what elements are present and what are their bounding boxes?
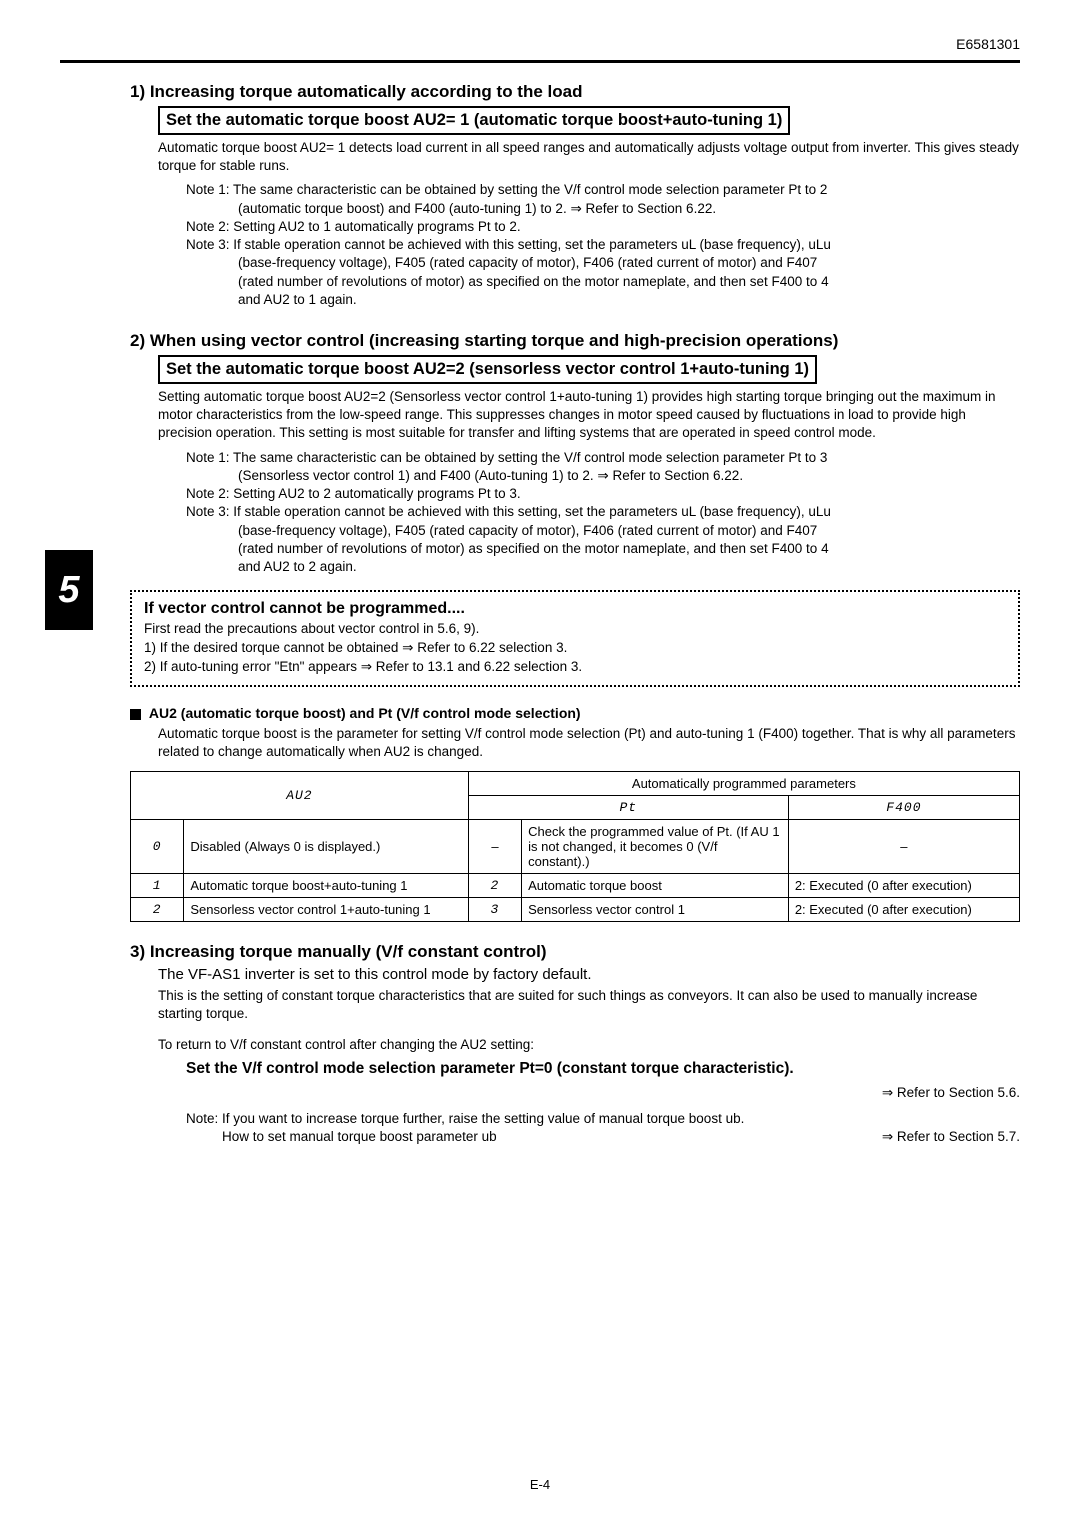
s1-n3a: Note 3: If stable operation cannot be ac… [186,236,1020,254]
s3-note2-wrap: How to set manual torque boost parameter… [186,1128,1020,1146]
s3-note1: Note: If you want to increase torque fur… [186,1110,1020,1128]
s2-n3b: (base-frequency voltage), F405 (rated ca… [238,522,1020,540]
cell-r1-b: Automatic torque boost+auto-tuning 1 [184,874,468,898]
th-f400: F400 [788,796,1019,820]
param-table: AU2 Automatically programmed parameters … [130,771,1020,922]
s1-n1a: Note 1: The same characteristic can be o… [186,181,1020,199]
s1-notes: Note 1: The same characteristic can be o… [186,181,1020,309]
s3-ret: To return to V/f constant control after … [158,1036,1020,1054]
square-bullet-icon [130,709,141,720]
sub-table-heading: AU2 (automatic torque boost) and Pt (V/f… [130,705,1020,721]
s1-n3d: and AU2 to 1 again. [238,291,1020,309]
s3-note2: How to set manual torque boost parameter… [222,1129,497,1144]
header-rule [60,60,1020,63]
cell-r0-c: – [468,820,521,874]
s2-n3d: and AU2 to 2 again. [238,558,1020,576]
cell-r1-d: Automatic torque boost [522,874,789,898]
s2-heading: 2) When using vector control (increasing… [130,331,1020,351]
dotted-title: If vector control cannot be programmed..… [144,600,1006,618]
s3-ref1: ⇒ Refer to Section 5.6. [158,1084,1020,1102]
dotted-box: If vector control cannot be programmed..… [130,590,1020,687]
dotted-l3: 2) If auto-tuning error "Etn" appears ⇒ … [144,658,1006,677]
cell-r0-d: Check the programmed value of Pt. (If AU… [522,820,789,874]
s2-n1b: (Sensorless vector control 1) and F400 (… [238,467,1020,485]
chapter-tab: 5 [45,550,93,630]
s2-para: Setting automatic torque boost AU2=2 (Se… [158,388,1020,443]
cell-r1-e: 2: Executed (0 after execution) [788,874,1019,898]
cell-r1-a: 1 [131,874,184,898]
s2-notes: Note 1: The same characteristic can be o… [186,449,1020,577]
dotted-l2: 1) If the desired torque cannot be obtai… [144,639,1006,658]
s2-n3a: Note 3: If stable operation cannot be ac… [186,503,1020,521]
s1-n2: Note 2: Setting AU2 to 1 automatically p… [186,218,1020,236]
cell-r2-a: 2 [131,898,184,922]
s1-heading: 1) Increasing torque automatically accor… [130,82,1020,102]
s3-notes: Note: If you want to increase torque fur… [186,1110,1020,1146]
page-footer: E-4 [0,1477,1080,1492]
doc-code: E6581301 [956,36,1020,52]
s3-sub: The VF-AS1 inverter is set to this contr… [158,966,1020,983]
cell-r2-c: 3 [468,898,521,922]
section-3: 3) Increasing torque manually (V/f const… [130,942,1020,1146]
cell-r2-e: 2: Executed (0 after execution) [788,898,1019,922]
page-content: 1) Increasing torque automatically accor… [130,82,1020,1147]
cell-r2-b: Sensorless vector control 1+auto-tuning … [184,898,468,922]
table-row: 2 Sensorless vector control 1+auto-tunin… [131,898,1020,922]
sub-table-para: Automatic torque boost is the parameter … [158,725,1020,761]
cell-r0-b: Disabled (Always 0 is displayed.) [184,820,468,874]
s1-para: Automatic torque boost AU2= 1 detects lo… [158,139,1020,175]
sub-table-title: AU2 (automatic torque boost) and Pt (V/f… [149,705,581,721]
th-auto: Automatically programmed parameters [468,772,1019,796]
dotted-l1: First read the precautions about vector … [144,620,1006,639]
s2-n1a: Note 1: The same characteristic can be o… [186,449,1020,467]
s1-n3c: (rated number of revolutions of motor) a… [238,273,1020,291]
s3-box: Set the V/f control mode selection param… [186,1060,1020,1078]
s2-n3c: (rated number of revolutions of motor) a… [238,540,1020,558]
table-row: 1 Automatic torque boost+auto-tuning 1 2… [131,874,1020,898]
s2-box: Set the automatic torque boost AU2=2 (se… [158,355,817,384]
cell-r0-a: 0 [131,820,184,874]
s3-heading: 3) Increasing torque manually (V/f const… [130,942,1020,962]
s1-n3b: (base-frequency voltage), F405 (rated ca… [238,254,1020,272]
cell-r1-c: 2 [468,874,521,898]
s3-para: This is the setting of constant torque c… [158,987,1020,1023]
th-au2: AU2 [131,772,469,820]
th-pt: Pt [468,796,788,820]
table-header-row-1: AU2 Automatically programmed parameters [131,772,1020,796]
s1-n1b: (automatic torque boost) and F400 (auto-… [238,200,1020,218]
s3-ref2: ⇒ Refer to Section 5.7. [882,1128,1020,1146]
cell-r0-e: – [788,820,1019,874]
table-row: 0 Disabled (Always 0 is displayed.) – Ch… [131,820,1020,874]
s2-n2: Note 2: Setting AU2 to 2 automatically p… [186,485,1020,503]
s1-box: Set the automatic torque boost AU2= 1 (a… [158,106,790,135]
cell-r2-d: Sensorless vector control 1 [522,898,789,922]
